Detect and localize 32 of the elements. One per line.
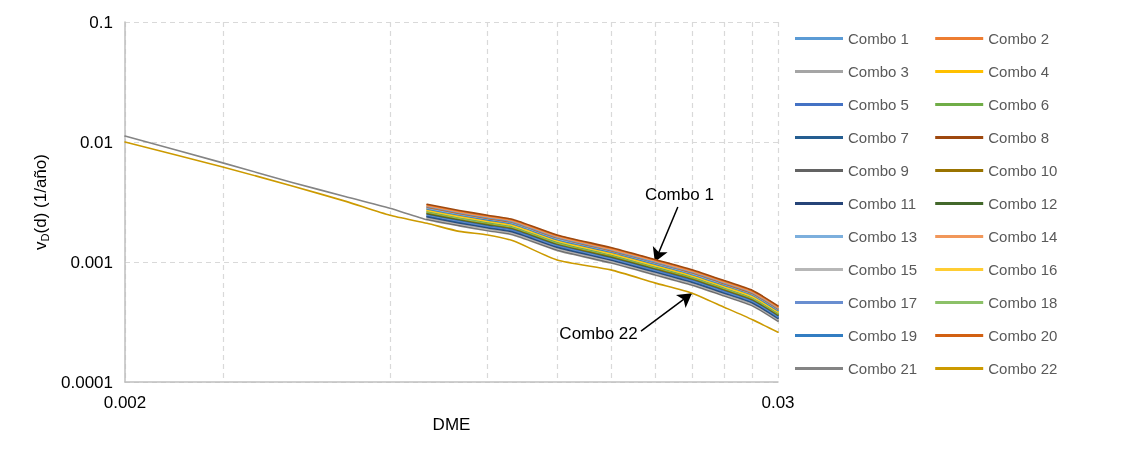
legend-label: Combo 3 (848, 63, 909, 80)
legend-label: Combo 19 (848, 327, 918, 344)
legend-label: Combo 2 (988, 30, 1050, 47)
legend-label: Combo 16 (988, 261, 1058, 278)
legend-label: Combo 7 (848, 129, 909, 146)
annotation: Combo 1 (644, 185, 714, 205)
legend-label: Combo 5 (848, 96, 909, 113)
legend-label: Combo 15 (848, 261, 918, 278)
y-tick-label: 0.0001 (61, 372, 113, 392)
legend-label: Combo 11 (848, 195, 917, 212)
annotation: Combo 22 (559, 324, 638, 344)
x-tick-label: 0.03 (761, 393, 795, 412)
y-tick-label: 0.01 (79, 132, 113, 152)
legend-label: Combo 17 (848, 294, 918, 311)
y-tick-label: 0.1 (89, 12, 113, 32)
legend-label: Combo 4 (988, 63, 1050, 80)
y-tick-label: 0.001 (70, 252, 113, 272)
legend-label: Combo 6 (988, 96, 1050, 113)
legend-label: Combo 1 (848, 30, 909, 47)
x-tick-label: 0.002 (103, 393, 147, 412)
y-axis-title: vD(d) (1/año) (31, 154, 51, 250)
legend-label: Combo 13 (848, 228, 918, 245)
legend-label: Combo 10 (988, 162, 1058, 179)
legend-label: Combo 18 (988, 294, 1058, 311)
legend-label: Combo 21 (848, 360, 918, 377)
x-axis-title: DME (432, 415, 471, 434)
legend-label: Combo 8 (988, 129, 1050, 146)
legend-label: Combo 14 (988, 228, 1058, 245)
legend-label: Combo 20 (988, 327, 1058, 344)
legend-label: Combo 9 (848, 162, 909, 179)
legend-label: Combo 12 (988, 195, 1058, 212)
legend-label: Combo 22 (988, 360, 1058, 377)
